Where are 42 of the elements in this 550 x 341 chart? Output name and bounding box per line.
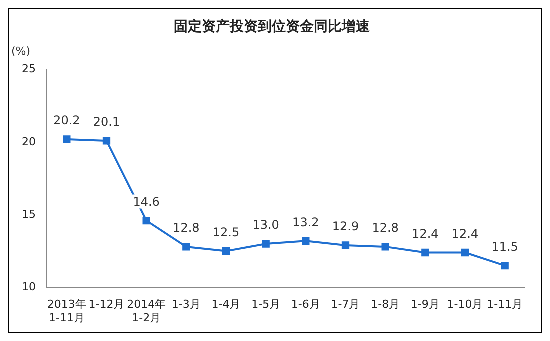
point bbox=[102, 137, 111, 145]
point bbox=[262, 240, 270, 248]
data-label: 12.4 bbox=[412, 226, 439, 241]
chart-title: 固定资产投资到位资金同比增速 bbox=[174, 18, 371, 36]
data-label: 11.5 bbox=[492, 240, 518, 254]
point bbox=[142, 216, 150, 225]
y-tick-label: 10 bbox=[22, 280, 36, 294]
x-tick-label: 1-10月 bbox=[447, 298, 484, 312]
x-tick-label: 2013年 1-11月 bbox=[47, 298, 86, 324]
x-tick-label: 1-11月 bbox=[487, 298, 524, 312]
x-tick-label: 1-3月 bbox=[172, 298, 201, 312]
point bbox=[342, 242, 350, 250]
data-label: 12.8 bbox=[173, 221, 200, 236]
y-axis-title: (%) bbox=[11, 45, 31, 58]
point bbox=[182, 243, 190, 251]
y-tick-label: 25 bbox=[22, 62, 36, 76]
x-tick-label: 1-7月 bbox=[331, 298, 360, 312]
point bbox=[461, 248, 470, 257]
x-tick-label: 1-6月 bbox=[291, 298, 320, 312]
y-tick-label: 20 bbox=[22, 135, 36, 148]
data-label: 20.2 bbox=[54, 114, 80, 128]
point bbox=[222, 247, 230, 256]
x-tick-label: 1-9月 bbox=[410, 298, 440, 312]
x-tick-label: 2014年 1-2月 bbox=[127, 298, 166, 324]
data-label: 14.6 bbox=[133, 194, 160, 209]
data-label: 12.5 bbox=[212, 225, 240, 240]
data-label: 20.1 bbox=[93, 115, 120, 130]
data-label: 12.9 bbox=[332, 220, 360, 234]
x-tick-label: 1-8月 bbox=[371, 298, 400, 312]
point bbox=[501, 262, 509, 270]
point bbox=[63, 136, 71, 144]
data-label: 12.8 bbox=[372, 221, 399, 236]
data-label: 13.0 bbox=[252, 218, 280, 232]
point bbox=[302, 237, 310, 245]
x-tick-label: 1-12月 bbox=[88, 298, 125, 312]
data-label: 13.2 bbox=[292, 215, 320, 230]
data-label: 12.4 bbox=[452, 226, 479, 241]
y-tick-label: 15 bbox=[22, 208, 36, 221]
point bbox=[422, 248, 430, 257]
x-tick-label: 1-4月 bbox=[212, 298, 241, 312]
x-tick-label: 1-5月 bbox=[252, 298, 281, 312]
point bbox=[382, 243, 390, 251]
